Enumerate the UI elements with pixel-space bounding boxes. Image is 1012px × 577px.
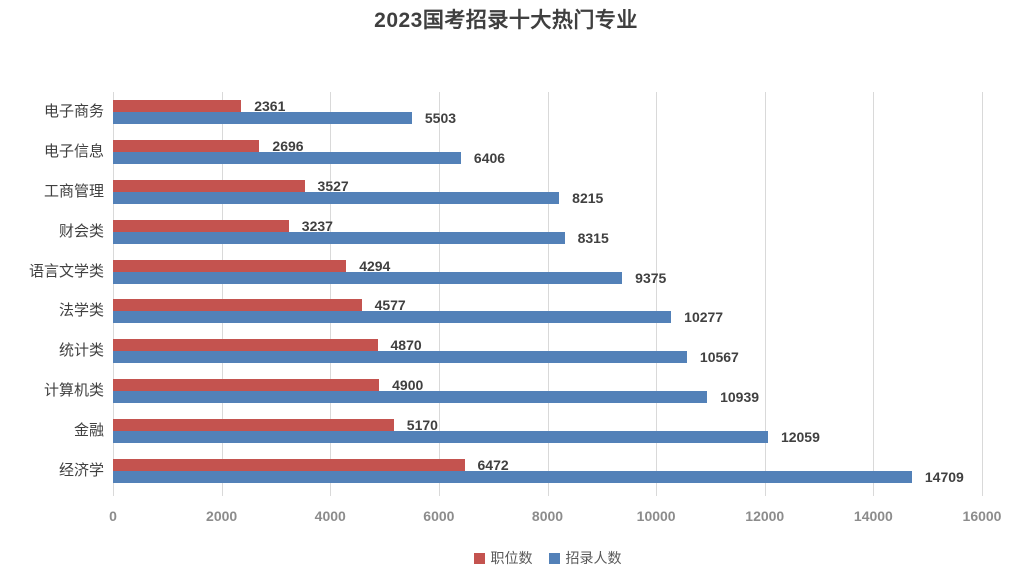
category-label: 财会类 <box>58 222 104 240</box>
legend-label: 职位数 <box>490 550 533 566</box>
chart-title: 2023国考招录十大热门专业 <box>374 9 638 32</box>
x-tick-label: 8000 <box>531 508 564 524</box>
gridline <box>547 92 549 496</box>
plot-area: 2361 5503 2696 6406 3527 8215 3237 8315 4294 9375… <box>113 92 983 496</box>
bar <box>113 351 687 364</box>
gridline <box>982 92 983 496</box>
bar <box>113 471 912 484</box>
value-label: 12059 <box>780 429 820 446</box>
bar <box>113 191 560 204</box>
value-label: 10939 <box>720 389 760 406</box>
category-label: 金融 <box>73 422 104 440</box>
legend-swatch <box>548 552 560 564</box>
bar <box>113 311 672 324</box>
gridline <box>764 92 766 496</box>
x-tick-label: 14000 <box>853 508 893 524</box>
value-label: 6472 <box>477 457 509 474</box>
category-label: 法学类 <box>58 302 104 320</box>
x-tick-label: 6000 <box>423 508 455 524</box>
bar <box>113 431 768 444</box>
bar <box>113 151 461 164</box>
legend-swatch <box>473 552 485 564</box>
bar <box>113 259 347 272</box>
value-label: 4870 <box>390 337 422 354</box>
category-label: 经济学 <box>58 462 104 480</box>
value-label: 8215 <box>572 189 604 206</box>
x-tick-label: 0 <box>109 508 117 524</box>
bar <box>113 271 623 284</box>
bar <box>113 99 242 112</box>
value-label: 2696 <box>272 137 304 154</box>
value-label: 9375 <box>635 269 667 286</box>
bar <box>113 459 465 472</box>
bar <box>113 339 378 352</box>
x-tick-label: 10000 <box>636 508 676 524</box>
gridline <box>656 92 658 496</box>
value-label: 3237 <box>301 217 333 234</box>
value-label: 4577 <box>374 297 406 314</box>
gridline <box>221 92 223 496</box>
gridline <box>438 92 440 496</box>
category-label: 统计类 <box>58 342 104 360</box>
value-label: 6406 <box>473 149 506 166</box>
gridline <box>113 92 114 496</box>
value-label: 5503 <box>424 109 457 126</box>
value-label: 10277 <box>684 309 724 326</box>
bar <box>113 391 708 404</box>
x-axis: 0 2000 4000 6000 8000 10000 12000 14000 16000 <box>109 508 1001 528</box>
bar <box>113 379 380 392</box>
bar <box>113 299 362 312</box>
value-label: 14709 <box>924 469 964 486</box>
bar <box>113 179 305 192</box>
bar <box>113 111 412 124</box>
value-label: 4900 <box>392 377 424 394</box>
category-label: 计算机类 <box>43 382 104 400</box>
x-tick-label: 4000 <box>314 508 346 524</box>
bar <box>113 139 260 152</box>
category-axis: 电子商务电子信息工商管理财会类语言文学类法学类统计类计算机类金融经济学 <box>0 92 104 491</box>
legend-item: 职位数 <box>473 548 533 568</box>
value-label: 8315 <box>577 229 609 246</box>
x-tick-label: 2000 <box>206 508 238 524</box>
gridline <box>873 92 875 496</box>
x-tick-label: 12000 <box>745 508 785 524</box>
value-label: 10567 <box>699 349 739 366</box>
legend-item: 招录人数 <box>548 548 622 568</box>
value-label: 3527 <box>317 177 349 194</box>
legend-label: 招录人数 <box>565 550 622 566</box>
legend: 职位数 招录人数 <box>113 548 982 568</box>
x-tick-label: 16000 <box>962 508 1002 524</box>
bar <box>113 219 289 232</box>
category-label: 电子商务 <box>43 102 104 120</box>
category-label: 工商管理 <box>43 182 104 200</box>
value-label: 5170 <box>406 417 438 434</box>
gridline <box>330 92 332 496</box>
bar <box>113 419 394 432</box>
value-label: 2361 <box>254 97 286 114</box>
category-label: 电子信息 <box>43 142 104 160</box>
bar <box>113 231 565 244</box>
category-label: 语言文学类 <box>28 262 104 280</box>
value-label: 4294 <box>359 257 391 274</box>
